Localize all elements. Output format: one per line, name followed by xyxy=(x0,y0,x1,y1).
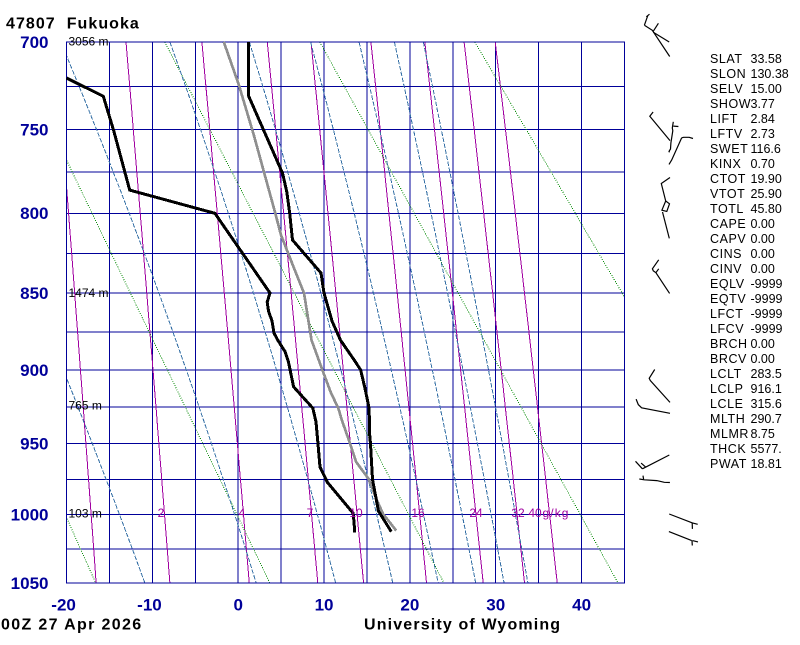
svg-text:900: 900 xyxy=(20,361,48,380)
svg-text:0.00: 0.00 xyxy=(751,232,775,246)
svg-text:30: 30 xyxy=(486,596,505,615)
svg-text:40: 40 xyxy=(572,596,591,615)
svg-text:-9999: -9999 xyxy=(751,292,783,306)
svg-text:3056 m: 3056 m xyxy=(69,34,109,48)
svg-text:BRCH: BRCH xyxy=(710,337,748,351)
svg-text:SHOW: SHOW xyxy=(710,97,751,111)
svg-text:LIFT: LIFT xyxy=(710,112,738,126)
svg-text:850: 850 xyxy=(20,284,48,303)
svg-text:950: 950 xyxy=(20,434,48,453)
svg-text:47807 Fukuoka: 47807 Fukuoka xyxy=(6,16,140,33)
svg-text:LFCT: LFCT xyxy=(710,307,743,321)
svg-text:LCLE: LCLE xyxy=(710,397,743,411)
svg-text:MLTH: MLTH xyxy=(710,412,745,426)
svg-text:5577.: 5577. xyxy=(751,442,782,456)
svg-text:LFTV: LFTV xyxy=(710,127,743,141)
svg-text:45.80: 45.80 xyxy=(751,202,782,216)
svg-text:TOTL: TOTL xyxy=(710,202,744,216)
svg-text:8.75: 8.75 xyxy=(751,427,775,441)
svg-text:103 m: 103 m xyxy=(69,506,102,520)
svg-text:University of Wyoming: University of Wyoming xyxy=(364,617,561,634)
svg-text:CTOT: CTOT xyxy=(710,172,746,186)
svg-text:24: 24 xyxy=(469,506,483,520)
svg-text:32: 32 xyxy=(511,506,525,520)
svg-text:0.00: 0.00 xyxy=(751,262,775,276)
svg-text:-9999: -9999 xyxy=(751,322,783,336)
svg-text:750: 750 xyxy=(20,121,48,140)
svg-text:25.90: 25.90 xyxy=(751,187,782,201)
svg-text:16: 16 xyxy=(411,506,425,520)
svg-text:LCLT: LCLT xyxy=(710,367,742,381)
svg-text:700: 700 xyxy=(20,33,48,52)
svg-text:0.70: 0.70 xyxy=(751,157,775,171)
svg-text:CINV: CINV xyxy=(710,262,742,276)
svg-text:10: 10 xyxy=(349,506,363,520)
svg-text:00Z 27 Apr 2026: 00Z 27 Apr 2026 xyxy=(1,617,143,634)
svg-text:19.90: 19.90 xyxy=(751,172,782,186)
svg-text:116.6: 116.6 xyxy=(751,142,781,156)
svg-text:0.00: 0.00 xyxy=(751,352,775,366)
svg-text:g/kg: g/kg xyxy=(543,506,570,520)
svg-text:15.00: 15.00 xyxy=(751,82,782,96)
svg-text:290.7: 290.7 xyxy=(751,412,782,426)
svg-text:40: 40 xyxy=(528,506,542,520)
svg-text:-9999: -9999 xyxy=(751,277,783,291)
svg-text:LFCV: LFCV xyxy=(710,322,744,336)
svg-text:20: 20 xyxy=(400,596,419,615)
svg-text:-9999: -9999 xyxy=(751,307,783,321)
svg-text:2.84: 2.84 xyxy=(751,112,775,126)
svg-text:PWAT: PWAT xyxy=(710,457,747,471)
svg-text:CAPV: CAPV xyxy=(710,232,746,246)
svg-text:18.81: 18.81 xyxy=(751,457,782,471)
svg-text:2.73: 2.73 xyxy=(751,127,775,141)
svg-text:3.77: 3.77 xyxy=(751,97,775,111)
svg-text:1050: 1050 xyxy=(11,574,49,593)
svg-text:SWET: SWET xyxy=(710,142,748,156)
svg-text:MLMR: MLMR xyxy=(710,427,749,441)
svg-text:1474 m: 1474 m xyxy=(69,286,109,300)
svg-text:EQLV: EQLV xyxy=(710,277,745,291)
svg-text:4: 4 xyxy=(239,506,246,520)
svg-text:283.5: 283.5 xyxy=(751,367,782,381)
svg-text:THCK: THCK xyxy=(710,442,746,456)
svg-text:-20: -20 xyxy=(51,596,76,615)
svg-text:KINX: KINX xyxy=(710,157,741,171)
svg-text:765 m: 765 m xyxy=(69,398,102,412)
svg-text:0.00: 0.00 xyxy=(751,247,775,261)
svg-text:0.00: 0.00 xyxy=(751,337,775,351)
svg-text:33.58: 33.58 xyxy=(751,52,782,66)
svg-text:315.6: 315.6 xyxy=(751,397,782,411)
svg-text:7: 7 xyxy=(307,506,314,520)
svg-text:0.00: 0.00 xyxy=(751,217,775,231)
svg-text:SLAT: SLAT xyxy=(710,52,743,66)
svg-text:SELV: SELV xyxy=(710,82,743,96)
svg-text:-10: -10 xyxy=(137,596,162,615)
svg-text:800: 800 xyxy=(20,204,48,223)
svg-text:EQTV: EQTV xyxy=(710,292,746,306)
svg-text:2: 2 xyxy=(158,506,165,520)
svg-text:0: 0 xyxy=(233,596,242,615)
svg-text:130.38: 130.38 xyxy=(751,67,789,81)
svg-text:1000: 1000 xyxy=(11,505,49,524)
svg-text:10: 10 xyxy=(315,596,334,615)
svg-text:CINS: CINS xyxy=(710,247,742,261)
svg-text:SLON: SLON xyxy=(710,67,746,81)
svg-text:BRCV: BRCV xyxy=(710,352,747,366)
svg-text:LCLP: LCLP xyxy=(710,382,743,396)
svg-text:CAPE: CAPE xyxy=(710,217,746,231)
svg-text:916.1: 916.1 xyxy=(751,382,782,396)
svg-text:VTOT: VTOT xyxy=(710,187,745,201)
